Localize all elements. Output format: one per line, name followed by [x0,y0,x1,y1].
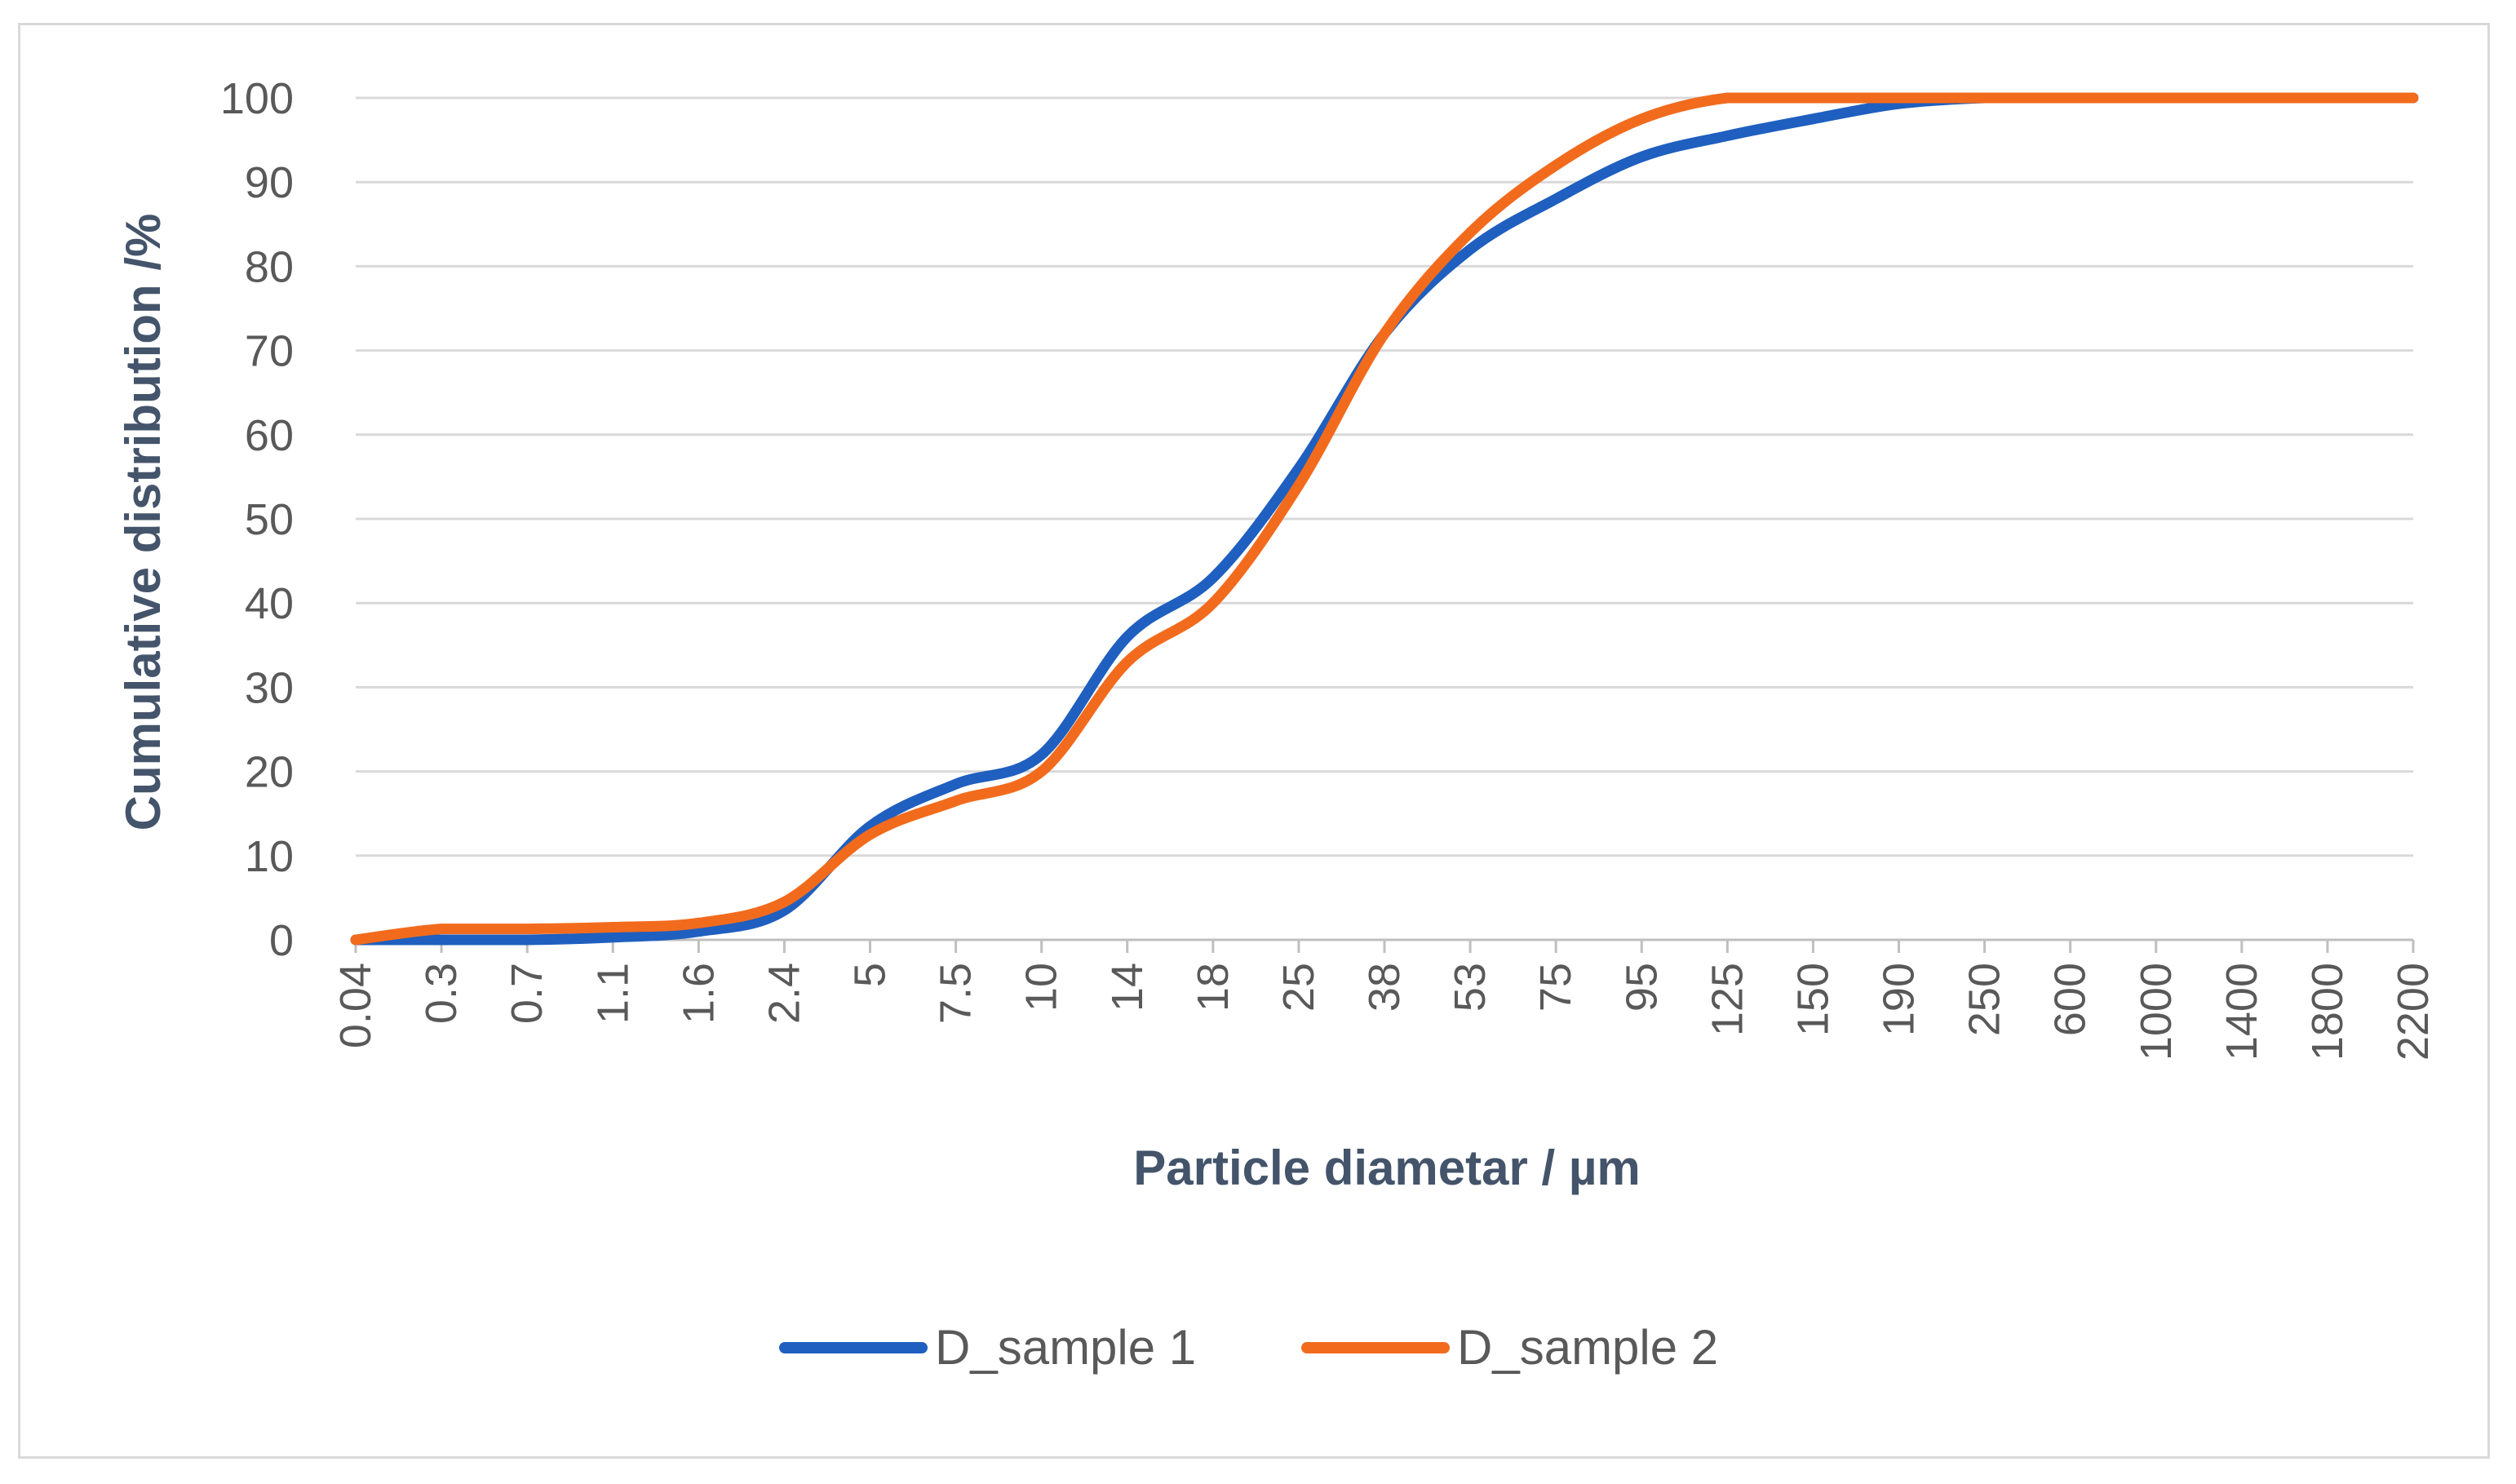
x-tick-label: 1.1 [588,963,637,1024]
y-tick-label: 90 [245,158,294,207]
x-tick-label: 10 [1017,963,1066,1012]
x-tick-label: 150 [1788,963,1837,1036]
x-tick-labels: 0.04 0.3 0.7 1.1 1.6 2.4 5 7.5 10 14 18 25 38 53 75 95 1… [331,963,2438,1061]
series-line-2 [350,92,2419,946]
legend-label-series-1: D_sample 1 [935,1320,1196,1375]
y-tick-label: 0 [269,916,294,965]
x-tick-label: 7.5 [932,963,981,1024]
y-tick-label: 100 [220,74,294,123]
x-tick-label: 95 [1617,963,1666,1012]
x-tick-label: 38 [1360,963,1409,1012]
y-axis-title: Cumulative distribution /% [116,214,171,831]
x-tick-label: 250 [1960,963,2009,1036]
x-axis-title: Particle diametar / µm [1133,1141,1641,1195]
y-tick-label: 60 [245,411,294,460]
x-tick-label: 0.3 [417,963,466,1024]
y-tick-label: 20 [245,748,294,797]
y-tick-labels: 0 10 20 30 40 50 60 70 80 90 100 [220,74,294,965]
x-tick-label: 190 [1875,963,1924,1036]
x-tick-label: 1000 [2132,963,2181,1061]
y-tick-label: 70 [245,327,294,376]
legend: D_sample 1 D_sample 2 [779,1320,1718,1375]
x-tick-label: 18 [1189,963,1238,1012]
x-tick-label: 1400 [2217,963,2266,1061]
x-tick-label: 1.6 [674,963,723,1024]
series-lines [350,92,2419,946]
x-tick-label: 1800 [2303,963,2352,1061]
x-tick-label: 2200 [2389,963,2438,1061]
x-tick-label: 125 [1703,963,1752,1036]
y-tick-label: 80 [245,242,294,291]
x-axis [354,938,2415,953]
x-tick-label: 0.7 [503,963,551,1024]
legend-label-series-2: D_sample 2 [1457,1320,1718,1375]
x-tick-label: 0.04 [331,963,380,1048]
chart-frame [18,23,2490,1459]
x-tick-label: 600 [2046,963,2095,1036]
y-tick-label: 40 [245,579,294,628]
x-tick-label: 75 [1531,963,1580,1012]
grid-lines [356,96,2413,857]
y-tick-label: 30 [245,663,294,712]
y-tick-label: 50 [245,495,294,544]
x-tick-label: 2.4 [760,963,808,1024]
x-tick-label: 25 [1274,963,1323,1012]
x-tick-label: 5 [846,963,895,987]
x-tick-label: 53 [1446,963,1495,1012]
x-tick-label: 14 [1103,963,1152,1012]
y-tick-label: 10 [245,832,294,881]
